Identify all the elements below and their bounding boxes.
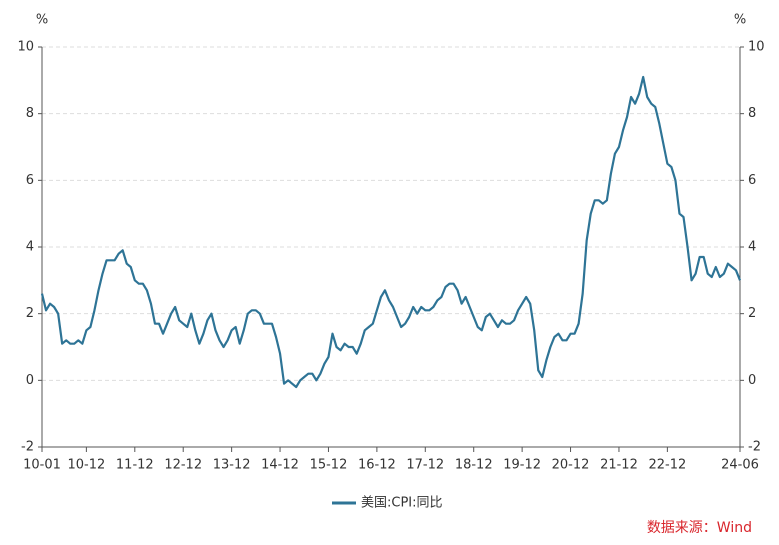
x-tick-label: 22-12 (648, 458, 686, 473)
y2-tick-label: 6 (748, 173, 756, 188)
y2-tick-label: 2 (748, 306, 756, 321)
x-tick-label: 21-12 (600, 458, 638, 473)
x-tick-label: 17-12 (406, 458, 444, 473)
y2-tick-label: 4 (748, 240, 756, 255)
x-tick-label: 24-06 (721, 458, 759, 473)
y-tick-label: 6 (26, 173, 34, 188)
x-tick-label: 19-12 (503, 458, 541, 473)
y-tick-label: -2 (21, 440, 34, 455)
y2-tick-label: 10 (748, 40, 765, 55)
y2-tick-label: 8 (748, 106, 756, 121)
line-series (40, 75, 742, 389)
x-tick-label: 18-12 (455, 458, 493, 473)
y2-tick-label: 0 (748, 373, 756, 388)
x-tick-label: 10-01 (23, 458, 61, 473)
x-tick-label: 14-12 (261, 458, 299, 473)
x-tick-label: 12-12 (164, 458, 202, 473)
legend-label: 美国:CPI:同比 (361, 496, 443, 511)
x-tick-label: 10-12 (67, 458, 105, 473)
y-tick-label: 4 (26, 240, 34, 255)
y-tick-label: 0 (26, 373, 34, 388)
y2-tick-label: -2 (748, 440, 761, 455)
x-tick-label: 20-12 (552, 458, 590, 473)
y2-unit: % (734, 13, 746, 28)
y-unit: % (36, 13, 48, 28)
x-tick-label: 16-12 (358, 458, 396, 473)
x-tick-label: 15-12 (310, 458, 348, 473)
x-tick-label: 13-12 (213, 458, 251, 473)
y-tick-label: 8 (26, 106, 34, 121)
source-note: 数据来源：Wind (647, 520, 752, 536)
x-tick-label: 11-12 (116, 458, 154, 473)
y-tick-label: 10 (17, 40, 34, 55)
y-tick-label: 2 (26, 306, 34, 321)
